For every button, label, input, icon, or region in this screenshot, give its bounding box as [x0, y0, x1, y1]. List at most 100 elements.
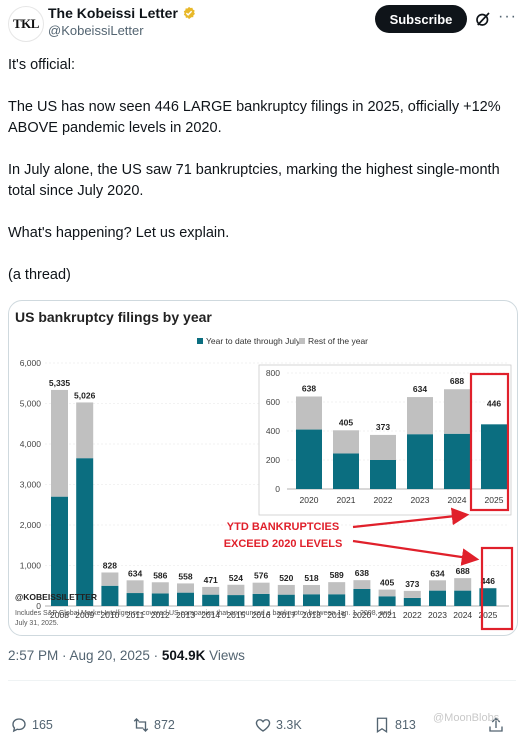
- data-label-2008: 5,335: [49, 378, 71, 388]
- x-tick-label-2019: 2019: [327, 610, 346, 620]
- data-label-2018: 518: [304, 573, 318, 583]
- tweet-header: TKL The Kobeissi Letter @KobeissiLetter …: [0, 0, 525, 48]
- legend-label-rest: Rest of the year: [308, 336, 368, 346]
- highlight-box-inset-2025: [469, 372, 510, 512]
- highlight-box-main-2025: [480, 546, 514, 631]
- bar-ytd-2010: [101, 585, 119, 606]
- inset-y-tick-label: 0: [275, 484, 280, 494]
- tweet-line: It's official:: [8, 57, 75, 73]
- footnote-line-1: Includes S&P Global Market Intelligence-…: [15, 610, 391, 617]
- inset-bar-rest-2020: [296, 396, 322, 430]
- x-tick-label-2017: 2017: [277, 610, 296, 620]
- x-tick-label-2022: 2022: [403, 610, 422, 620]
- verified-badge-icon: [183, 6, 195, 20]
- like-button[interactable]: 3.3K: [254, 716, 302, 734]
- author-handle[interactable]: @KobeissiLetter: [48, 23, 144, 38]
- bar-rest-2020: [353, 580, 371, 589]
- data-label-2010: 828: [103, 560, 117, 570]
- author-name-row: The Kobeissi Letter: [48, 5, 196, 21]
- bar-rest-2016: [252, 582, 270, 594]
- repost-button[interactable]: 872: [132, 716, 175, 734]
- y-tick-label: 3,000: [20, 480, 42, 490]
- inset-bar-rest-2022: [370, 434, 396, 460]
- data-label-2020: 638: [355, 568, 369, 578]
- x-tick-label-2023: 2023: [428, 610, 447, 620]
- bar-rest-2022: [403, 590, 421, 598]
- bar-rest-2014: [202, 586, 220, 595]
- tweet-media-chart[interactable]: US bankruptcy filings by year Year to dat…: [8, 300, 518, 636]
- display-name[interactable]: The Kobeissi Letter: [48, 5, 178, 21]
- chart-svg: US bankruptcy filings by year Year to dat…: [15, 309, 514, 631]
- repost-icon: [133, 718, 149, 732]
- data-label-2011: 634: [128, 568, 142, 578]
- bookmark-icon: [376, 717, 388, 734]
- inset-bar-ytd-2020: [296, 429, 322, 489]
- inset-data-label-2023: 634: [413, 384, 427, 394]
- reply-button[interactable]: 165: [10, 716, 53, 734]
- x-tick-label-2016: 2016: [252, 610, 271, 620]
- bar-rest-2021: [378, 589, 396, 597]
- y-tick-label: 2,000: [20, 520, 42, 530]
- inset-y-tick-label: 600: [266, 397, 280, 407]
- inset-bar-ytd-2021: [333, 453, 359, 489]
- share-icon: [489, 717, 503, 732]
- bar-ytd-2020: [353, 588, 371, 606]
- x-tick-label-2008: 2008: [50, 610, 69, 620]
- bar-ytd-2022: [403, 597, 421, 606]
- chart-title: US bankruptcy filings by year: [15, 309, 212, 325]
- bookmark-button[interactable]: 813: [373, 716, 416, 734]
- share-button[interactable]: [487, 716, 505, 734]
- reply-icon: [12, 718, 26, 733]
- repost-count: 872: [154, 718, 175, 732]
- like-count: 3.3K: [276, 718, 302, 732]
- annotation-arrow-up: [352, 507, 470, 529]
- bar-rest-2024: [454, 578, 472, 591]
- data-label-2009: 5,026: [74, 390, 96, 400]
- inset-data-label-2025: 446: [487, 398, 501, 408]
- action-bar: 165 872 3.3K 813: [0, 716, 525, 744]
- data-label-2014: 471: [204, 575, 218, 585]
- bar-ytd-2015: [227, 595, 245, 606]
- reply-count: 165: [32, 718, 53, 732]
- inset-data-label-2024: 688: [450, 376, 464, 386]
- inset-data-label-2020: 638: [302, 383, 316, 393]
- subscribe-button[interactable]: Subscribe: [375, 5, 467, 33]
- avatar[interactable]: TKL: [8, 6, 44, 42]
- tweet-line: The US has now seen 446 LARGE bankruptcy…: [8, 99, 501, 136]
- x-tick-label-2021: 2021: [378, 610, 397, 620]
- annotation-arrow-down: [352, 539, 480, 566]
- data-label-2017: 520: [279, 573, 293, 583]
- inset-bar-rest-2024: [444, 389, 470, 434]
- bar-ytd-2009: [76, 458, 94, 606]
- data-label-2013: 558: [178, 571, 192, 581]
- annotation-line-1: YTD BANKRUPTCIES: [227, 521, 339, 533]
- x-tick-label-2011: 2011: [126, 610, 145, 620]
- x-tick-label-2013: 2013: [176, 610, 195, 620]
- inset-y-tick-label: 200: [266, 455, 280, 465]
- annotation-line-2: EXCEED 2020 LEVELS: [224, 538, 343, 550]
- bar-rest-2019: [328, 582, 346, 595]
- x-tick-label-2025: 2025: [478, 610, 497, 620]
- source-brand: @KOBEISSILETTER: [15, 592, 97, 602]
- timestamp-text[interactable]: 2:57 PM · Aug 20, 2025 ·: [8, 648, 162, 663]
- inset-x-tick-label-2024: 2024: [448, 495, 467, 505]
- inset-bar-ytd-2023: [407, 434, 433, 489]
- legend-label-ytd: Year to date through July: [206, 336, 301, 346]
- grok-icon[interactable]: [474, 10, 492, 28]
- data-label-2025: 446: [481, 576, 495, 586]
- bar-ytd-2019: [328, 594, 346, 606]
- tweet-timestamp[interactable]: 2:57 PM · Aug 20, 2025 · 504.9K Views: [8, 648, 245, 663]
- bar-ytd-2024: [454, 590, 472, 606]
- data-label-2021: 405: [380, 578, 394, 588]
- inset-x-tick-label-2021: 2021: [337, 495, 356, 505]
- bar-ytd-2018: [303, 594, 320, 606]
- x-tick-label-2015: 2015: [226, 610, 245, 620]
- bar-rest-2015: [227, 584, 245, 596]
- tweet-text: It's official: The US has now seen 446 L…: [8, 55, 508, 286]
- more-options-icon[interactable]: ···: [498, 8, 517, 25]
- inset-y-tick-label: 400: [266, 426, 280, 436]
- x-tick-label-2020: 2020: [352, 610, 371, 620]
- footnote-line-2: July 31, 2025.: [15, 620, 59, 627]
- bar-ytd-2021: [378, 596, 396, 606]
- x-tick-label-2024: 2024: [453, 610, 472, 620]
